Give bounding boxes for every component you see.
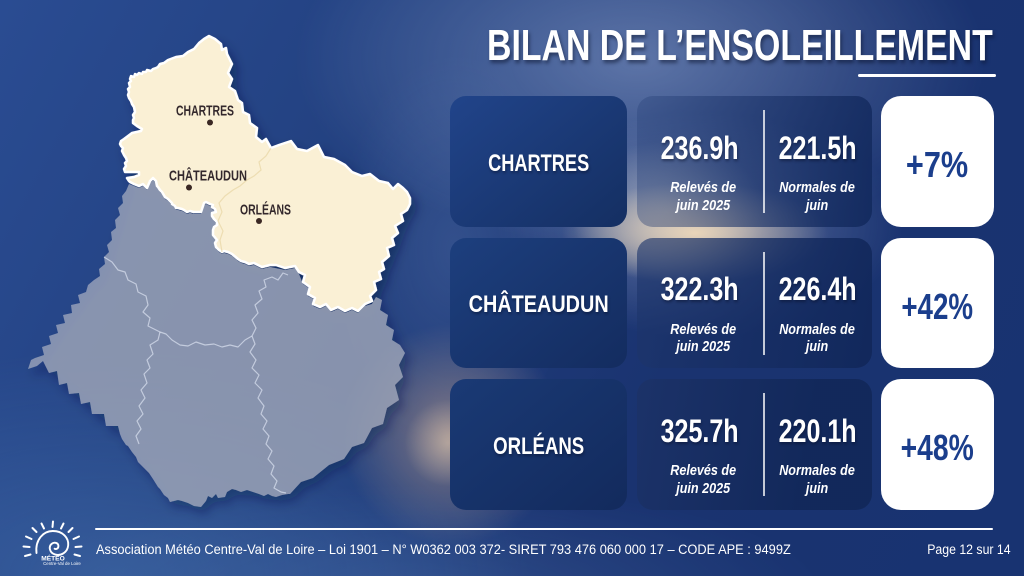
svg-text:MÉTÉO: MÉTÉO — [41, 554, 64, 563]
svg-text:ORLÉANS: ORLÉANS — [240, 201, 291, 218]
svg-text:Centre-Val de Loire: Centre-Val de Loire — [43, 561, 81, 566]
svg-text:CHÂTEAUDUN: CHÂTEAUDUN — [169, 166, 247, 184]
svg-text:CHARTRES: CHARTRES — [176, 103, 234, 120]
